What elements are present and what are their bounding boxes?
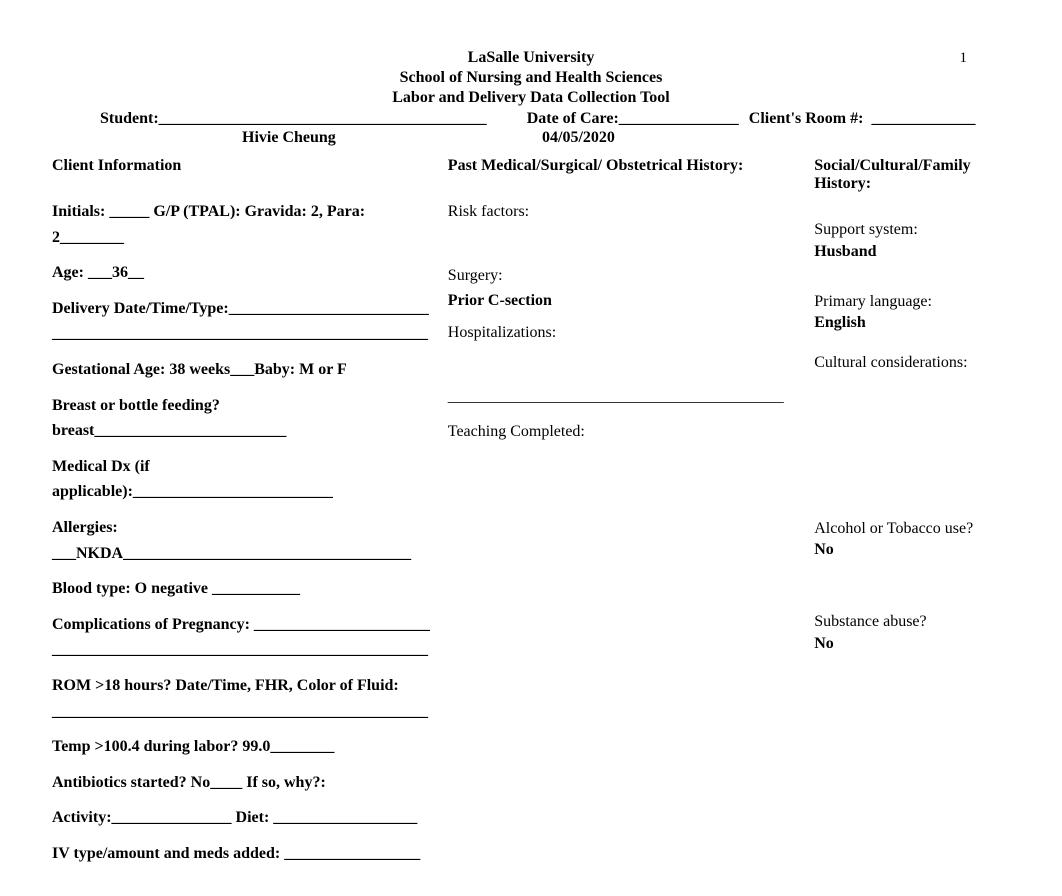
document-header: LaSalle University School of Nursing and… bbox=[52, 48, 1010, 108]
support-value: Husband bbox=[814, 243, 1010, 261]
cultural-label: Cultural considerations: bbox=[814, 350, 1010, 376]
rom-line: ROM >18 hours? Date/Time, FHR, Color of … bbox=[52, 673, 434, 724]
teaching-label: Teaching Completed: bbox=[448, 419, 800, 445]
hospitalizations-line: ________________________________________… bbox=[448, 384, 800, 410]
support-label: Support system: bbox=[814, 217, 1010, 243]
student-name: Hivie Cheung bbox=[242, 129, 542, 147]
iv-line: IV type/amount and meds added: _________… bbox=[52, 841, 434, 867]
alcohol-label: Alcohol or Tobacco use? bbox=[814, 516, 1010, 542]
header-university: LaSalle University bbox=[52, 48, 1010, 68]
activity-diet-line: Activity:_______________ Diet: _________… bbox=[52, 805, 434, 831]
temp-line: Temp >100.4 during labor? 99.0________ bbox=[52, 734, 434, 760]
medical-dx-line: Medical Dx (if applicable):_____________… bbox=[52, 454, 434, 505]
history-title: Past Medical/Surgical/ Obstetrical Histo… bbox=[448, 157, 800, 175]
allergies-line: Allergies: ___NKDA______________________… bbox=[52, 515, 434, 566]
sub-info-row: Hivie Cheung 04/05/2020 bbox=[52, 129, 1010, 147]
hospitalizations-label: Hospitalizations: bbox=[448, 320, 800, 346]
delivery-line: Delivery Date/Time/Type:________________… bbox=[52, 296, 434, 347]
antibiotics-line: Antibiotics started? No____ If so, why?: bbox=[52, 770, 434, 796]
header-tool: Labor and Delivery Data Collection Tool bbox=[52, 88, 1010, 108]
complications-line: Complications of Pregnancy: ____________… bbox=[52, 612, 434, 663]
gestational-line: Gestational Age: 38 weeks___Baby: M or F bbox=[52, 357, 434, 383]
alcohol-value: No bbox=[814, 541, 1010, 559]
client-info-title: Client Information bbox=[52, 157, 434, 175]
medical-history-column: Past Medical/Surgical/ Obstetrical Histo… bbox=[448, 157, 800, 876]
page-number: 1 bbox=[960, 50, 968, 67]
surgery-value: Prior C-section bbox=[448, 292, 800, 310]
client-information-column: Client Information Initials: _____ G/P (… bbox=[52, 157, 434, 876]
substance-label: Substance abuse? bbox=[814, 609, 1010, 635]
blood-type-line: Blood type: O negative ___________ bbox=[52, 576, 434, 602]
social-title: Social/Cultural/Family History: bbox=[814, 157, 1010, 193]
language-label: Primary language: bbox=[814, 289, 1010, 315]
age-line: Age: ___36__ bbox=[52, 260, 434, 286]
feeding-line: Breast or bottle feeding? breast________… bbox=[52, 393, 434, 444]
social-history-column: Social/Cultural/Family History: Support … bbox=[814, 157, 1010, 876]
header-school: School of Nursing and Health Sciences bbox=[52, 68, 1010, 88]
date-of-care-label: Date of Care:_______________ bbox=[527, 110, 739, 128]
info-row: Student:________________________________… bbox=[52, 110, 1010, 128]
initials-line: Initials: _____ G/P (TPAL): Gravida: 2, … bbox=[52, 199, 434, 250]
language-value: English bbox=[814, 314, 1010, 332]
care-date: 04/05/2020 bbox=[542, 129, 615, 147]
room-label: Client's Room #: _____________ bbox=[749, 110, 976, 128]
surgery-label: Surgery: bbox=[448, 263, 800, 289]
student-label: Student:________________________________… bbox=[100, 110, 487, 128]
substance-value: No bbox=[814, 635, 1010, 653]
risk-factors-label: Risk factors: bbox=[448, 199, 800, 225]
